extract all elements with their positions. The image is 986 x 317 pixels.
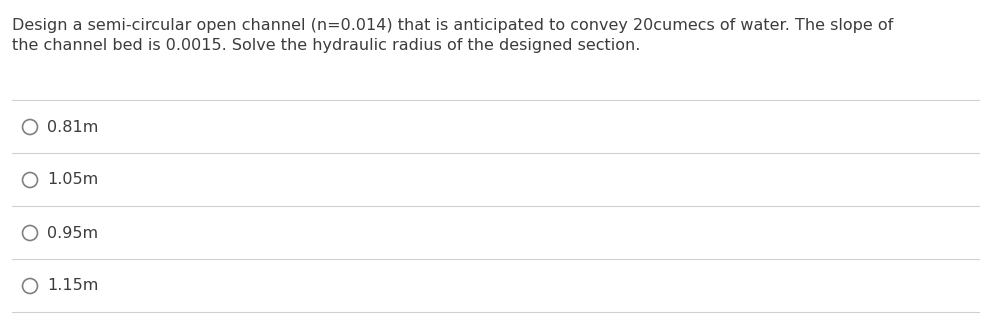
Text: 1.05m: 1.05m xyxy=(47,172,99,187)
Text: 1.15m: 1.15m xyxy=(47,279,99,294)
Text: 0.95m: 0.95m xyxy=(47,225,99,241)
Text: 0.81m: 0.81m xyxy=(47,120,99,134)
Text: Design a semi-circular open channel (n=0.014) that is anticipated to convey 20cu: Design a semi-circular open channel (n=0… xyxy=(12,18,892,33)
Text: the channel bed is 0.0015. Solve the hydraulic radius of the designed section.: the channel bed is 0.0015. Solve the hyd… xyxy=(12,38,640,53)
